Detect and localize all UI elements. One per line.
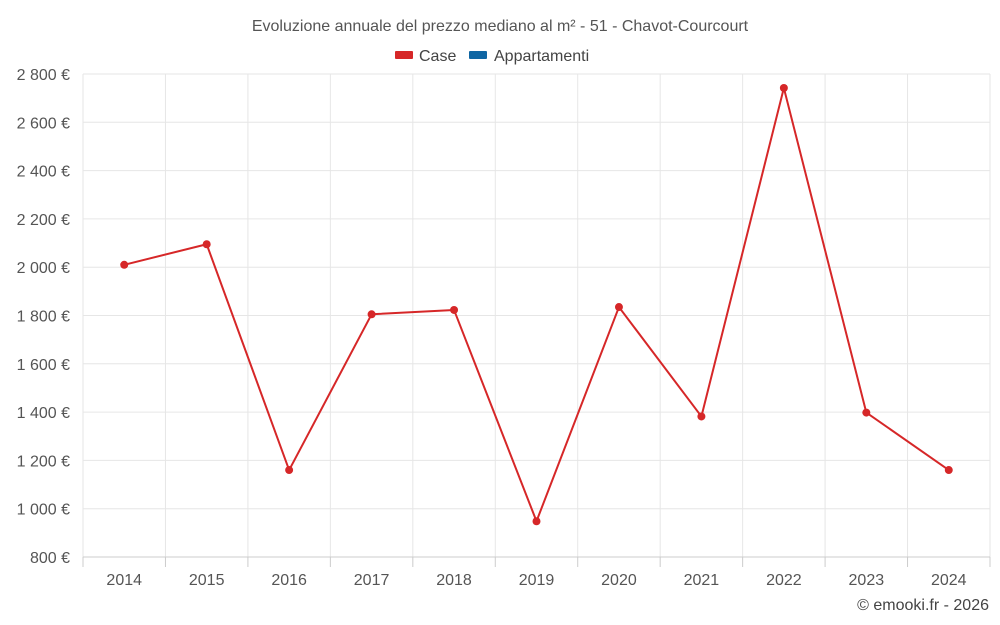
x-tick-label: 2020 [601,572,637,589]
chart-credit: © emooki.fr - 2026 [857,597,989,614]
x-tick-label: 2023 [849,572,885,589]
legend-item-case[interactable]: Case [395,48,456,65]
series-points [120,84,953,526]
data-point-case-2024 [944,466,953,475]
data-point-case-2017 [367,310,376,319]
y-tick-label: 2 800 € [17,67,70,84]
data-point-case-2022 [779,84,788,93]
data-point-case-2023 [862,408,871,417]
x-tick-label: 2017 [354,572,390,589]
y-tick-label: 2 200 € [17,212,70,229]
y-tick-label: 2 400 € [17,164,70,181]
y-tick-label: 1 200 € [17,453,70,470]
x-tick-label: 2014 [106,572,142,589]
legend-swatch-case [395,51,413,59]
y-tick-label: 2 600 € [17,115,70,132]
grid-lines [82,73,991,558]
y-tick-label: 800 € [30,550,70,567]
x-tick-label: 2019 [519,572,555,589]
y-tick-label: 1 000 € [17,502,70,519]
x-tick-label: 2024 [931,572,967,589]
data-point-case-2016 [285,466,294,475]
x-tick-label: 2021 [684,572,720,589]
data-point-case-2020 [614,303,623,312]
data-point-case-2014 [120,260,129,269]
data-point-case-2015 [202,240,211,249]
y-tick-label: 1 400 € [17,405,70,422]
data-point-case-2018 [450,305,459,314]
legend-label-appartamenti: Appartamenti [494,48,589,65]
x-tick-label: 2018 [436,572,472,589]
legend-swatch-appartamenti [469,51,487,59]
x-tick-label: 2016 [271,572,307,589]
y-tick-label: 1 600 € [17,357,70,374]
y-tick-label: 1 800 € [17,309,70,326]
data-point-case-2021 [697,412,706,421]
legend-label-case: Case [419,48,456,65]
x-tick-label: 2015 [189,572,225,589]
y-tick-label: 2 000 € [17,260,70,277]
legend-item-appartamenti[interactable]: Appartamenti [469,48,589,65]
data-point-case-2019 [532,517,541,526]
chart-legend: Case Appartamenti [395,48,589,65]
chart-title: Evoluzione annuale del prezzo mediano al… [252,18,749,35]
x-axis-ticks: 2014 2015 2016 2017 2018 2019 2020 2021 2022 2023… [82,556,991,589]
y-axis-ticks: 800 € 1 000 € 1 200 € 1 400 € 1 600 € 1 800 €… [17,67,70,567]
x-tick-label: 2022 [766,572,802,589]
